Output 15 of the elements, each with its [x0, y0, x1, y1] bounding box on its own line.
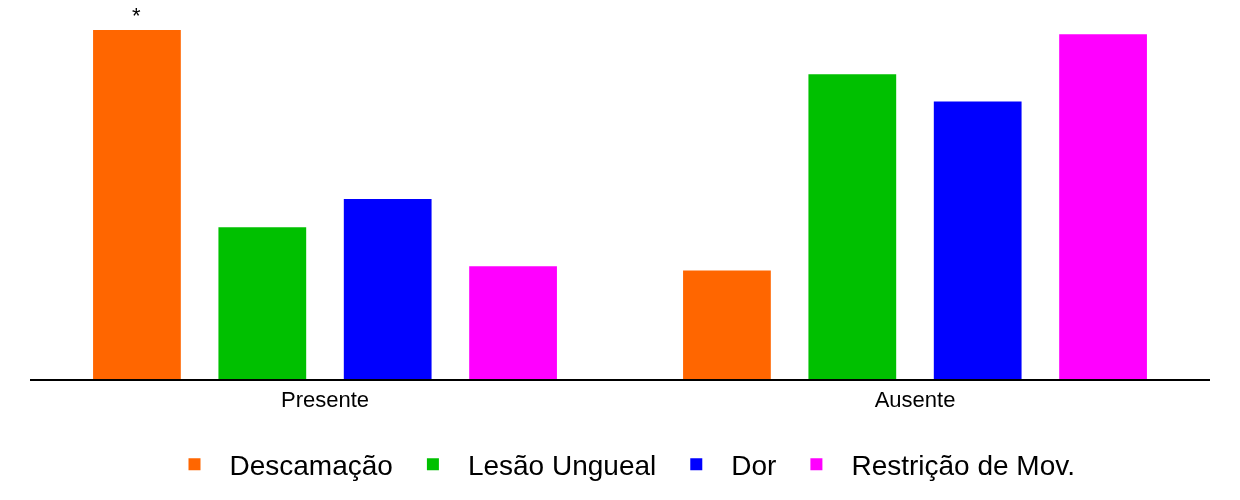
bar	[933, 101, 1022, 379]
bar	[343, 198, 432, 379]
legend-label: Descamação	[229, 450, 393, 482]
bar	[1059, 34, 1147, 379]
bar	[808, 74, 897, 379]
legend-label: Lesão Ungueal	[467, 450, 657, 482]
x-tick-label: Ausente	[874, 387, 956, 413]
bar	[683, 270, 771, 379]
legend-label: Dor	[731, 450, 777, 482]
bar	[93, 30, 181, 379]
bar	[218, 227, 307, 379]
bar	[469, 266, 557, 379]
x-tick-label: Presente	[280, 387, 370, 413]
text: *	[132, 3, 141, 28]
legend-label: Restrição de Mov.	[851, 450, 1075, 482]
